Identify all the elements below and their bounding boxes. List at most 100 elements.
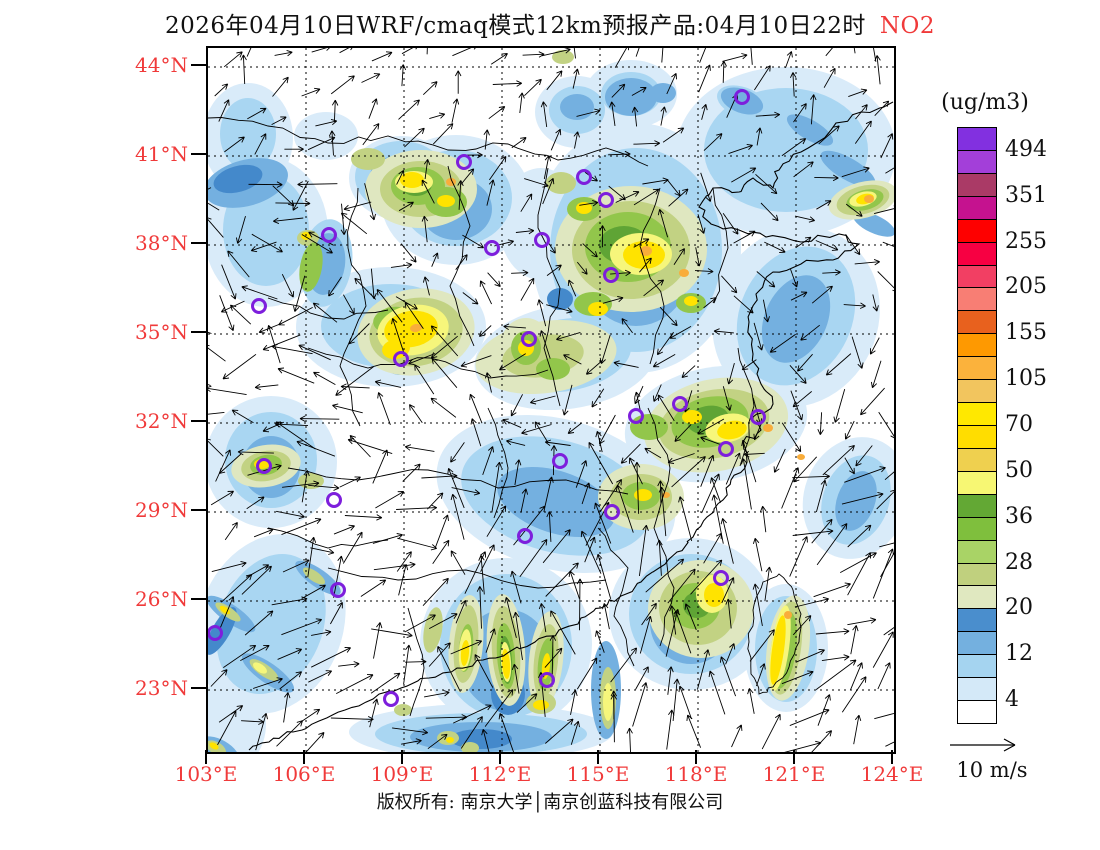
wind-vector bbox=[344, 514, 383, 521]
wind-vector bbox=[701, 103, 708, 120]
wind-vector bbox=[522, 51, 545, 58]
wind-vector bbox=[224, 521, 238, 541]
colorbar-cell bbox=[957, 677, 997, 702]
city-marker bbox=[598, 192, 614, 208]
city-marker bbox=[713, 570, 729, 586]
colorbar-tick-label: 105 bbox=[1005, 366, 1047, 392]
wind-vector bbox=[697, 418, 725, 435]
wind-vector bbox=[695, 247, 702, 267]
wind-vector bbox=[428, 613, 458, 629]
contour-blob bbox=[820, 150, 876, 188]
taiwan-island-outline bbox=[747, 573, 802, 695]
wind-vector bbox=[450, 550, 466, 575]
wind-vector bbox=[643, 279, 665, 297]
colorbar-cell bbox=[957, 654, 997, 679]
wind-vector bbox=[674, 424, 692, 442]
wind-vector bbox=[546, 264, 562, 276]
wind-vector bbox=[690, 559, 723, 595]
wind-vector bbox=[545, 562, 579, 597]
wind-vector bbox=[659, 306, 678, 327]
wind-vector bbox=[498, 713, 515, 752]
lon-tick-label: 121°E bbox=[762, 762, 826, 786]
wind-vector bbox=[694, 268, 714, 275]
wind-vector bbox=[599, 479, 622, 513]
wind-vector bbox=[811, 518, 833, 544]
wind-vector bbox=[581, 482, 591, 505]
city-marker bbox=[603, 267, 619, 283]
wind-vector bbox=[872, 294, 879, 312]
wind-vector bbox=[246, 48, 252, 57]
wind-vector bbox=[235, 215, 246, 244]
wind-vector bbox=[464, 551, 487, 594]
contour-blob bbox=[400, 172, 424, 188]
wind-vector bbox=[271, 344, 313, 355]
wind-vector bbox=[813, 582, 851, 598]
wind-vector bbox=[282, 559, 310, 573]
wind-vector bbox=[681, 365, 696, 379]
wind-vector bbox=[814, 174, 839, 182]
wind-vector bbox=[754, 65, 771, 91]
wind-vector bbox=[795, 648, 825, 663]
colorbar-cell bbox=[957, 539, 997, 564]
wind-vector bbox=[330, 602, 343, 625]
colorbar-tick-label: 494 bbox=[1005, 136, 1047, 162]
wind-vector bbox=[666, 709, 675, 750]
wind-vector bbox=[254, 383, 279, 391]
wind-vector bbox=[884, 471, 894, 481]
forecast-map bbox=[208, 48, 894, 752]
wind-vector bbox=[485, 628, 496, 653]
wind-vector bbox=[311, 48, 330, 53]
wind-vector bbox=[241, 565, 272, 595]
wind-vector bbox=[453, 704, 492, 724]
wind-vector bbox=[879, 542, 894, 548]
wind-vector bbox=[854, 258, 880, 266]
wind-vector bbox=[885, 741, 894, 747]
wind-vector bbox=[873, 48, 877, 62]
wind-vector bbox=[372, 449, 389, 484]
wind-vector bbox=[872, 631, 894, 668]
wind-vector bbox=[277, 648, 303, 660]
wind-vector bbox=[284, 146, 304, 153]
wind-vector bbox=[210, 490, 234, 506]
colorbar-cell bbox=[957, 562, 997, 587]
wind-vector bbox=[726, 362, 735, 385]
city-marker bbox=[383, 691, 399, 707]
wind-vector bbox=[573, 131, 580, 149]
wind-vector bbox=[544, 647, 563, 668]
lon-tick-label: 115°E bbox=[566, 762, 630, 786]
wind-vector bbox=[524, 178, 549, 188]
wind-vector bbox=[354, 277, 377, 300]
wind-vector bbox=[457, 180, 464, 210]
lon-tick-label: 103°E bbox=[174, 762, 238, 786]
wind-vector bbox=[733, 230, 756, 244]
wind-vector bbox=[678, 496, 693, 542]
city-marker bbox=[484, 240, 500, 256]
wind-vector bbox=[844, 466, 886, 483]
wind-vector bbox=[631, 87, 647, 96]
wind-vector bbox=[567, 279, 577, 297]
contour-blob bbox=[220, 98, 276, 170]
wind-vector bbox=[408, 353, 436, 365]
wind-vector bbox=[841, 166, 870, 178]
wind-vector bbox=[538, 603, 547, 633]
wind-vector bbox=[853, 48, 856, 54]
lat-tick-label: 35°N bbox=[135, 320, 188, 344]
wind-vector bbox=[534, 421, 549, 443]
city-marker bbox=[539, 672, 555, 688]
wind-vector bbox=[845, 233, 861, 256]
wind-vector bbox=[703, 297, 717, 309]
wind-vector bbox=[810, 94, 817, 125]
contour-blob bbox=[684, 296, 698, 306]
wind-vector bbox=[580, 530, 602, 574]
province-border bbox=[208, 117, 649, 167]
wind-vector bbox=[510, 394, 523, 417]
wind-vector bbox=[733, 295, 754, 314]
wind-vector bbox=[790, 291, 808, 301]
wind-vector bbox=[870, 360, 882, 389]
wind-vector bbox=[550, 128, 562, 151]
wind-vector bbox=[822, 444, 855, 476]
wind-vector bbox=[333, 555, 344, 598]
wind-vector bbox=[573, 48, 576, 59]
wind-vector bbox=[747, 688, 755, 714]
colorbar-cell bbox=[957, 516, 997, 541]
